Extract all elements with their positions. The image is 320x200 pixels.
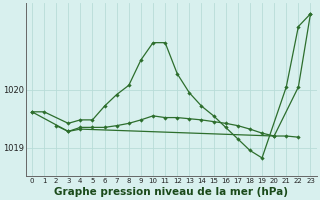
- X-axis label: Graphe pression niveau de la mer (hPa): Graphe pression niveau de la mer (hPa): [54, 187, 288, 197]
